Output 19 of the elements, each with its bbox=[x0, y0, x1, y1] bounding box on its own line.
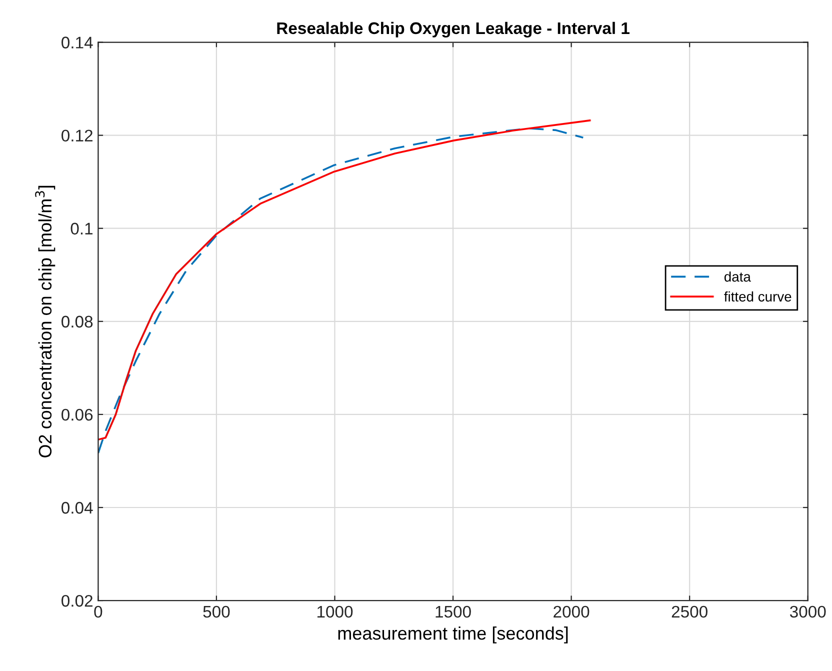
y-tick-label: 0.14 bbox=[62, 36, 93, 48]
x-tick-label: 500 bbox=[203, 606, 230, 618]
y-tick-label: 0.06 bbox=[62, 408, 93, 421]
x-tick-label: 3000 bbox=[790, 606, 826, 618]
y-tick-label: 0.02 bbox=[62, 594, 92, 607]
legend-label: data bbox=[724, 271, 751, 282]
x-axis-title: measurement time [seconds] bbox=[338, 626, 568, 644]
x-tick-label: 1000 bbox=[317, 606, 353, 618]
x-tick-label: 2000 bbox=[554, 606, 590, 618]
y-tick-label: 0.1 bbox=[70, 222, 93, 235]
x-tick-label: 2500 bbox=[672, 606, 708, 618]
y-tick-label: 0.08 bbox=[62, 316, 93, 328]
y-tick-label: 0.04 bbox=[62, 502, 93, 514]
chart-title: Resealable Chip Oxygen Leakage - Interval 1 bbox=[277, 22, 630, 38]
legend-label: fitted curve bbox=[724, 291, 792, 302]
x-tick-label: 0 bbox=[94, 606, 102, 618]
y-axis-title: O2 concentration on chip [mol/m$^{3}$] bbox=[35, 186, 56, 458]
y-tick-label: 0.12 bbox=[62, 130, 92, 142]
x-tick-label: 1500 bbox=[436, 606, 471, 618]
